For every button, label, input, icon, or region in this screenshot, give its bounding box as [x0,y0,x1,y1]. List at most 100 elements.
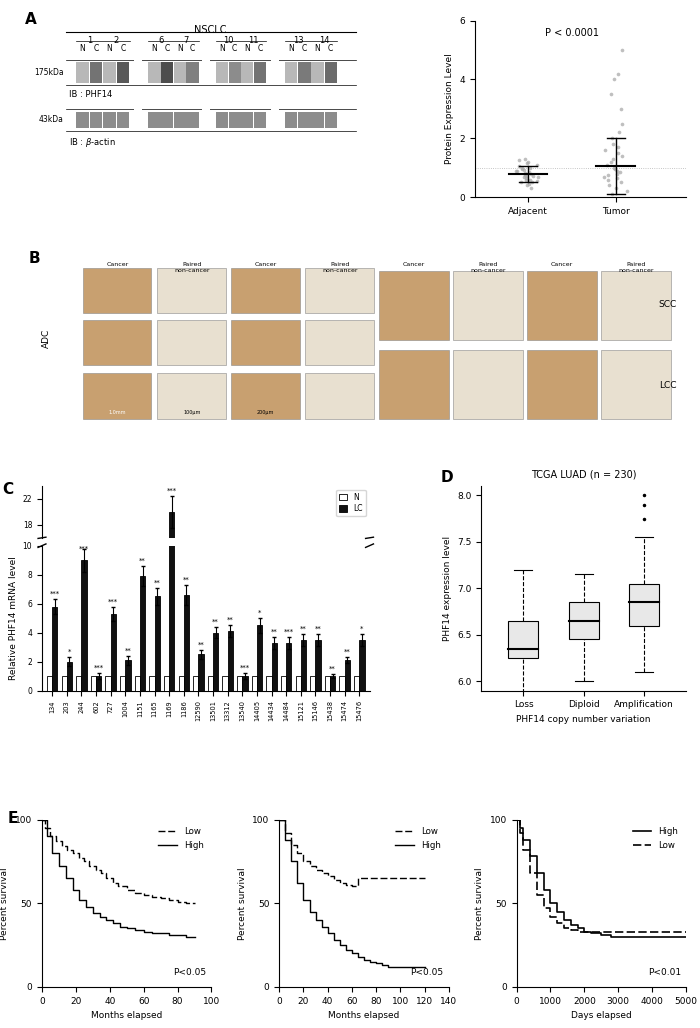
Point [606,131,617,147]
Bar [106,635,111,641]
Bar [202,109,209,131]
Bar [359,619,365,641]
Bar [325,62,337,83]
Bar [199,655,204,691]
Line: High: High [279,819,424,966]
High [38,813,46,825]
Low [519,844,528,856]
Text: 100μm: 100μm [183,410,200,415]
High [131,924,139,937]
Text: Cancer: Cancer [551,262,573,267]
Point [601,156,612,173]
Bar [359,639,365,691]
High [82,893,90,906]
Low [114,880,122,892]
Bar [125,628,131,641]
Text: D: D [440,470,453,484]
Low [516,827,524,839]
Low [293,847,302,859]
Point [519,161,530,178]
Bar [81,560,87,691]
Bar [242,676,248,691]
High [43,830,51,842]
Bar [295,635,301,641]
High [102,911,111,923]
Bar [52,607,57,691]
High [48,847,57,859]
Low [597,925,606,938]
Point [517,159,528,176]
Text: **: ** [139,558,146,563]
Point [519,166,531,182]
High [408,960,416,972]
Bar [254,62,266,83]
Text: Cancer: Cancer [106,262,129,267]
Point [519,164,531,181]
Low [512,813,521,825]
High [366,954,375,966]
High [580,922,589,934]
Legend: Low, High: Low, High [392,823,444,853]
Point [598,169,609,185]
High [182,930,190,943]
High [546,897,554,910]
Point [614,124,625,141]
Low [148,890,156,903]
Low [360,872,368,884]
High [396,960,405,972]
Low [614,925,622,938]
High [317,914,326,926]
Low [580,925,589,938]
Low [312,860,320,873]
High [580,925,589,938]
High [122,920,131,932]
Low [58,840,66,852]
Low [156,890,164,903]
Text: Paired
non-cancer: Paired non-cancer [322,262,358,273]
Point [531,156,542,173]
Bar [325,676,330,691]
Bar [184,598,189,641]
Text: 7: 7 [183,36,189,44]
Bar [76,62,88,83]
Text: C: C [232,44,237,53]
Line: Low: Low [42,819,195,904]
Low [526,844,534,856]
Bar [148,111,160,128]
Text: LCC: LCC [659,380,676,390]
Point [521,155,532,172]
Text: **: ** [344,649,351,655]
Text: ***: *** [50,591,60,597]
Point [603,177,615,193]
Text: IB : PHF14: IB : PHF14 [69,90,112,100]
Text: 200μm: 200μm [257,410,274,415]
Low [540,888,548,901]
Bar [155,596,160,691]
High [335,933,344,946]
Point [519,167,531,183]
Y-axis label: Percent survival: Percent survival [1,867,10,940]
Text: N: N [219,44,225,53]
Text: 2: 2 [113,36,119,44]
Bar [298,62,311,83]
X-axis label: Days elapsed: Days elapsed [571,1012,631,1020]
Low [366,872,375,884]
Bar [125,660,131,691]
Bar [272,642,276,691]
Bar [164,676,169,691]
Point [523,176,534,192]
Text: N: N [152,44,158,53]
Text: *: * [360,626,363,632]
Low [648,925,657,938]
Bar [178,635,184,641]
Low [342,877,350,889]
Point [514,152,525,169]
Text: **: ** [183,577,190,583]
Low [102,867,111,879]
Text: P<0.01: P<0.01 [648,967,681,977]
Low [305,860,314,873]
Point [599,142,610,158]
Low [165,892,174,905]
High [335,939,344,951]
High [317,920,326,932]
